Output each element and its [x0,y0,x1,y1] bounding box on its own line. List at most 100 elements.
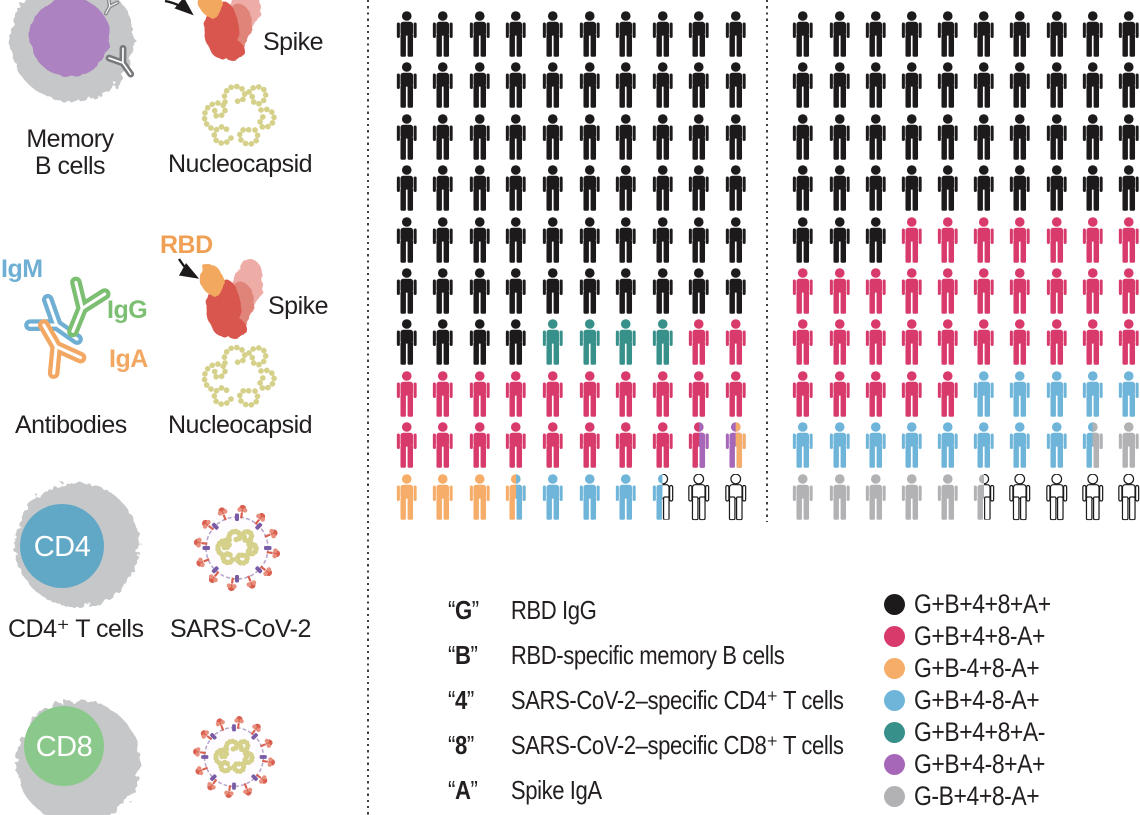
person-icon [461,371,498,422]
person-icon [425,217,462,268]
legend-phenotype-label: G-B+4+8-A+ [914,780,1040,811]
person-icon [498,371,535,422]
legend-illustrations-panel: Memory B cells Spike Nucleocapsid IgM [1,0,329,815]
legend-phenotype-label: G+B+4-8+A+ [914,748,1046,779]
person-icon [785,217,821,268]
person-icon [425,422,462,473]
person-icon [681,217,718,268]
person-icon [571,114,608,165]
person-icon [461,217,498,268]
igg-label: IgG [107,296,147,324]
person-icon [821,165,857,216]
person-icon [930,268,966,319]
person-icon [608,268,645,319]
person-icon [930,165,966,216]
person-icon [930,114,966,165]
person-icon [388,422,425,473]
key-description: SARS-CoV-2–specific CD8⁺ T cells [510,730,844,760]
key-legend-row: “4” SARS-CoV-2–specific CD4⁺ T cells [448,678,844,723]
person-icon [966,319,1002,370]
person-icon [498,165,535,216]
person-icon [966,217,1002,268]
person-icon [608,114,645,165]
person-icon [785,371,821,422]
legend-phenotype-label: G+B+4+8+A+ [914,588,1051,619]
rbd-arrow-icon [178,258,200,279]
sars-cov-2-virion-top-illustration: SARS-CoV-2 [170,504,311,643]
person-icon [930,474,966,525]
person-icon [681,114,718,165]
person-icon [894,422,930,473]
person-icon [1002,474,1038,525]
person-icon [608,474,645,525]
person-icon [1075,217,1111,268]
color-legend-row: G+B+4+8+A+ [884,588,1075,620]
key-letter: G [454,595,472,625]
person-icon [571,422,608,473]
sars-cov-2-virion-bottom-illustration [192,715,275,798]
person-icon [821,319,857,370]
spike-protein-top-illustration: Spike [164,0,324,62]
person-icon [681,474,718,525]
person-icon [534,371,571,422]
person-icon [857,422,893,473]
person-icon [966,422,1002,473]
person-icon [966,11,1002,62]
person-icon [894,319,930,370]
person-icon [1075,165,1111,216]
person-icon [461,62,498,113]
person-icon [498,11,535,62]
person-icon [1002,319,1038,370]
memory-b-cells-label-line1: Memory [26,125,114,153]
person-icon [571,217,608,268]
person-icon [857,11,893,62]
key-letter: A [454,775,471,805]
person-icon [857,62,893,113]
person-icon [857,371,893,422]
person-icon [1111,268,1140,319]
person-icon [498,268,535,319]
person-icon [644,62,681,113]
person-icon [1002,217,1038,268]
person-icon [785,268,821,319]
pictograph-grid-right [785,11,1140,525]
person-icon [785,165,821,216]
person-icon [857,319,893,370]
person-icon [571,62,608,113]
person-icon [644,371,681,422]
person-icon [966,62,1002,113]
person-icon [857,114,893,165]
legend-phenotype-label: G+B-4+8-A+ [914,652,1040,683]
person-icon [498,62,535,113]
person-icon [1111,217,1140,268]
person-icon [534,422,571,473]
person-icon [930,371,966,422]
person-icon [930,11,966,62]
person-icon [717,114,754,165]
legend-phenotype-label: G+B+4+8-A+ [914,620,1046,651]
person-icon [571,319,608,370]
key-description: Spike IgA [510,775,602,805]
nucleocapsid-top-label: Nucleocapsid [168,150,312,178]
person-icon [930,422,966,473]
person-icon [821,217,857,268]
person-icon [1038,114,1074,165]
person-icon [681,11,718,62]
person-icon [608,371,645,422]
person-icon [608,165,645,216]
pictograph-grid-left [388,11,754,525]
person-icon [717,62,754,113]
person-icon [1111,11,1140,62]
iga-label: IgA [109,345,148,373]
person-icon [388,319,425,370]
person-icon [821,114,857,165]
person-icon [534,268,571,319]
person-icon [821,422,857,473]
person-icon [894,474,930,525]
person-icon [894,268,930,319]
legend-color-dot-purple [884,753,905,775]
person-icon [821,371,857,422]
person-icon [717,371,754,422]
memory-b-cells-label-line2: B cells [35,152,105,180]
antibodies-label: Antibodies [15,411,127,439]
